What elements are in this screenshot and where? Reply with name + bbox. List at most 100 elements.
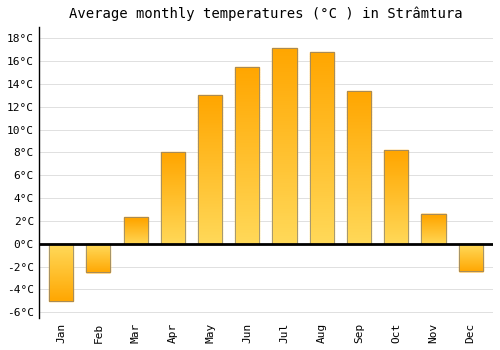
- Bar: [160, 230, 185, 231]
- Bar: [347, 192, 371, 193]
- Bar: [384, 175, 408, 176]
- Bar: [347, 140, 371, 141]
- Bar: [310, 173, 334, 175]
- Bar: [272, 60, 296, 62]
- Bar: [49, 258, 73, 259]
- Bar: [347, 225, 371, 227]
- Bar: [235, 84, 260, 86]
- Bar: [160, 184, 185, 185]
- Bar: [198, 125, 222, 126]
- Bar: [384, 217, 408, 218]
- Bar: [347, 229, 371, 230]
- Bar: [384, 197, 408, 198]
- Bar: [272, 177, 296, 179]
- Bar: [347, 170, 371, 172]
- Bar: [160, 209, 185, 210]
- Bar: [198, 216, 222, 217]
- Bar: [310, 136, 334, 138]
- Bar: [86, 244, 110, 272]
- Bar: [347, 186, 371, 187]
- Bar: [198, 236, 222, 238]
- Bar: [198, 201, 222, 202]
- Bar: [198, 222, 222, 223]
- Bar: [310, 86, 334, 88]
- Bar: [272, 138, 296, 140]
- Bar: [198, 196, 222, 198]
- Bar: [347, 195, 371, 196]
- Bar: [384, 169, 408, 170]
- Bar: [198, 144, 222, 146]
- Bar: [347, 193, 371, 195]
- Bar: [384, 207, 408, 208]
- Bar: [310, 146, 334, 148]
- Bar: [160, 228, 185, 229]
- Bar: [49, 263, 73, 264]
- Bar: [310, 83, 334, 84]
- Bar: [235, 182, 260, 183]
- Bar: [310, 236, 334, 238]
- Bar: [310, 150, 334, 152]
- Bar: [235, 141, 260, 143]
- Bar: [422, 214, 446, 244]
- Bar: [384, 193, 408, 194]
- Bar: [347, 215, 371, 216]
- Bar: [198, 113, 222, 114]
- Bar: [198, 101, 222, 103]
- Bar: [272, 58, 296, 60]
- Bar: [49, 261, 73, 262]
- Bar: [198, 120, 222, 122]
- Bar: [235, 203, 260, 205]
- Bar: [272, 240, 296, 242]
- Bar: [272, 128, 296, 131]
- Bar: [310, 84, 334, 86]
- Bar: [347, 161, 371, 163]
- Bar: [310, 110, 334, 111]
- Bar: [272, 127, 296, 128]
- Bar: [160, 190, 185, 191]
- Bar: [272, 216, 296, 218]
- Bar: [310, 167, 334, 169]
- Bar: [272, 134, 296, 136]
- Bar: [310, 205, 334, 207]
- Bar: [198, 161, 222, 162]
- Bar: [347, 102, 371, 103]
- Bar: [160, 201, 185, 202]
- Bar: [235, 212, 260, 214]
- Bar: [384, 157, 408, 158]
- Bar: [235, 81, 260, 83]
- Bar: [310, 232, 334, 234]
- Bar: [347, 176, 371, 178]
- Bar: [347, 196, 371, 198]
- Bar: [160, 160, 185, 161]
- Bar: [384, 195, 408, 196]
- Bar: [235, 99, 260, 100]
- Bar: [347, 114, 371, 115]
- Bar: [235, 113, 260, 114]
- Bar: [235, 226, 260, 228]
- Bar: [310, 67, 334, 69]
- Bar: [272, 154, 296, 156]
- Bar: [272, 74, 296, 76]
- Bar: [235, 233, 260, 235]
- Bar: [198, 153, 222, 155]
- Bar: [160, 234, 185, 236]
- Bar: [160, 169, 185, 170]
- Bar: [384, 202, 408, 203]
- Bar: [347, 111, 371, 112]
- Bar: [49, 283, 73, 284]
- Bar: [272, 218, 296, 220]
- Bar: [384, 155, 408, 156]
- Bar: [310, 178, 334, 180]
- Bar: [235, 168, 260, 169]
- Bar: [347, 202, 371, 204]
- Bar: [347, 120, 371, 121]
- Bar: [235, 185, 260, 187]
- Bar: [272, 156, 296, 158]
- Bar: [235, 134, 260, 136]
- Bar: [347, 210, 371, 212]
- Bar: [310, 52, 334, 244]
- Bar: [310, 94, 334, 96]
- Bar: [310, 123, 334, 125]
- Bar: [235, 169, 260, 171]
- Bar: [384, 220, 408, 221]
